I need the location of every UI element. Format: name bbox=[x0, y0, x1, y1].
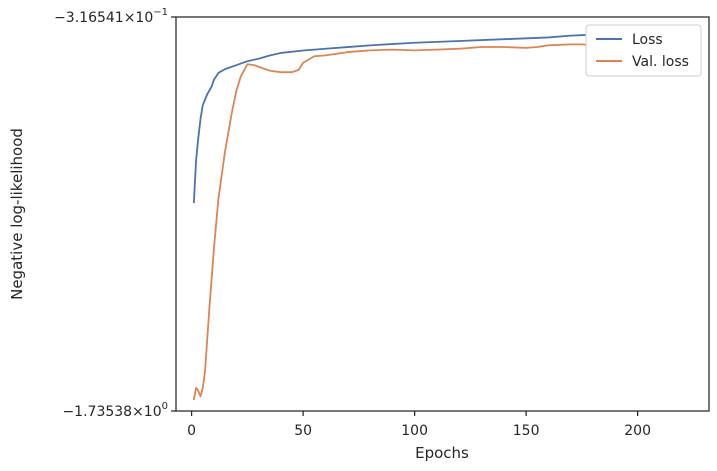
x-axis-ticks: 0 50 100 150 200 bbox=[187, 411, 651, 439]
legend-label-val-loss: Val. loss bbox=[632, 54, 689, 70]
y-tick-label: −3.16541×10−1 bbox=[54, 7, 168, 26]
x-tick-label: 0 bbox=[187, 423, 196, 439]
y-tick-label: −1.73538×100 bbox=[62, 401, 168, 420]
plot-frame bbox=[175, 16, 710, 412]
x-tick-label: 100 bbox=[401, 423, 428, 439]
x-tick-label: 200 bbox=[624, 423, 651, 439]
legend: Loss Val. loss bbox=[585, 24, 702, 77]
series-line-val-loss bbox=[192, 43, 692, 401]
y-axis-ticks: −3.16541×10−1 −1.73538×100 bbox=[54, 7, 176, 420]
legend-box bbox=[585, 24, 702, 77]
x-axis-label: Epochs bbox=[415, 444, 469, 462]
y-axis-label: Negative log-likelihood bbox=[8, 128, 26, 300]
plot-lines bbox=[192, 30, 692, 401]
x-tick-label: 50 bbox=[294, 423, 312, 439]
legend-label-loss: Loss bbox=[632, 32, 663, 48]
x-tick-label: 150 bbox=[513, 423, 540, 439]
